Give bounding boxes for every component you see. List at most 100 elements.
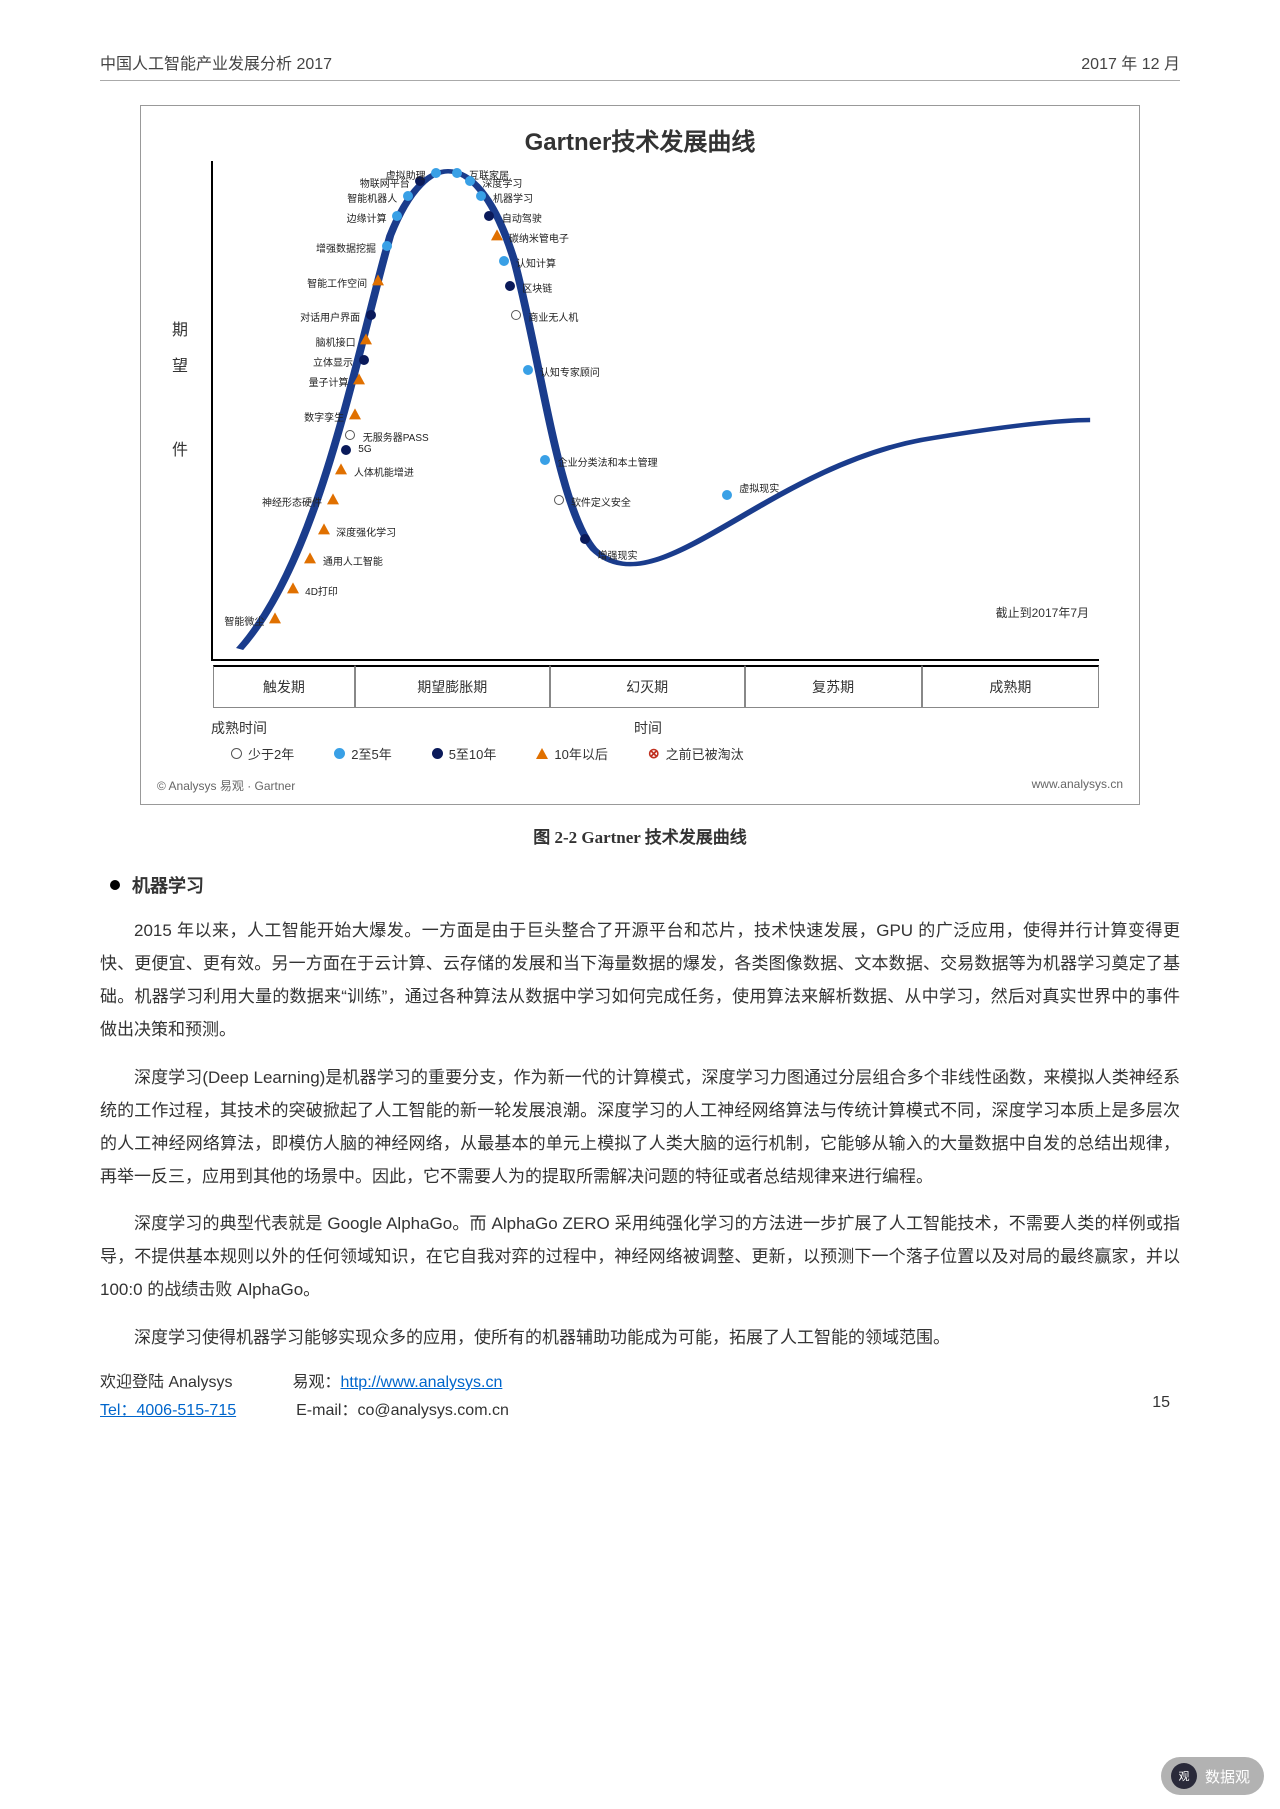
y-axis-label-2: 件 <box>165 441 189 477</box>
hype-curve <box>213 161 1099 659</box>
hype-point <box>359 355 369 365</box>
hype-point <box>465 176 475 186</box>
hype-point <box>360 334 372 345</box>
legend-marker-icon <box>432 748 443 759</box>
legend-label: 少于2年 <box>248 744 294 763</box>
hype-point-label: 无服务器PASS <box>363 429 429 444</box>
legend-row: 少于2年 2至5年 5至10年 10年以后 ⊗ 之前已被淘汰 <box>231 744 1099 763</box>
hype-point <box>392 211 402 221</box>
hype-point <box>540 455 550 465</box>
hype-point-label: 自动驾驶 <box>502 210 542 225</box>
legend-marker-icon <box>536 748 548 759</box>
hype-point-label: 认知专家顾问 <box>540 364 600 379</box>
hype-point-label: 商业无人机 <box>528 309 578 324</box>
legend-marker-icon: ⊗ <box>648 745 660 762</box>
hype-point <box>382 241 392 251</box>
watermark-avatar-icon: 观 <box>1171 1763 1197 1789</box>
legend-item: 少于2年 <box>231 744 294 763</box>
hype-point <box>372 274 384 285</box>
hype-point <box>554 495 564 505</box>
chart-title: Gartner技术发展曲线 <box>151 122 1129 157</box>
analysys-link[interactable]: http://www.analysys.cn <box>341 1374 503 1391</box>
watermark-text: 数据观 <box>1205 1766 1250 1787</box>
y-axis-label-1: 期望 <box>165 321 189 393</box>
legend-label: 2至5年 <box>351 744 391 763</box>
hype-cycle-chart: 期望 件 智能微尘4D打印通用人工智能深度强化学习神经形态硬件人体机能增进5G无… <box>211 161 1099 661</box>
hype-point-label: 虚拟现实 <box>739 480 779 495</box>
hype-point <box>366 310 376 320</box>
phase-row: 触发期期望膨胀期幻灭期复苏期成熟期 <box>211 665 1099 708</box>
hype-point-label: 增强现实 <box>598 547 638 562</box>
hype-point-label: 边缘计算 <box>347 210 387 225</box>
bullet-icon <box>110 880 120 890</box>
hype-point-label: 脑机接口 <box>316 334 356 349</box>
legend-item: 5至10年 <box>432 744 497 763</box>
hype-point <box>345 430 355 440</box>
hype-point-label: 人体机能增进 <box>354 464 414 479</box>
maturity-row: 成熟时间 时间 <box>211 718 1099 738</box>
credit-left: © Analysys 易观 · Gartner <box>157 777 295 794</box>
hype-point <box>304 553 316 564</box>
legend-marker-icon <box>231 748 242 759</box>
hype-point <box>318 523 330 534</box>
figure-credits: © Analysys 易观 · Gartner www.analysys.cn <box>151 773 1129 798</box>
hype-point-label: 4D打印 <box>305 583 338 598</box>
hype-point <box>431 168 441 178</box>
hype-point-label: 数字孪生 <box>304 409 344 424</box>
hype-point-label: 神经形态硬件 <box>262 494 322 509</box>
body-paragraph: 深度学习的典型代表就是 Google AlphaGo。而 AlphaGo ZER… <box>100 1207 1180 1306</box>
phase-cell: 幻灭期 <box>550 665 745 708</box>
figure-caption: 图 2-2 Gartner 技术发展曲线 <box>100 823 1180 848</box>
hype-point-label: 量子计算 <box>309 374 349 389</box>
hype-point <box>499 256 509 266</box>
gartner-figure: Gartner技术发展曲线 期望 件 智能微尘4D打印通用人工智能深度强化学习神… <box>140 105 1140 805</box>
watermark-badge[interactable]: 观 数据观 <box>1161 1757 1264 1795</box>
hype-point-label: 智能微尘 <box>224 613 264 628</box>
hype-point-label: 智能工作空间 <box>307 275 367 290</box>
hype-point-label: 深度强化学习 <box>336 524 396 539</box>
hype-point <box>484 211 494 221</box>
body-paragraph: 2015 年以来，人工智能开始大爆发。一方面是由于巨头整合了开源平台和芯片，技术… <box>100 914 1180 1047</box>
legend-marker-icon <box>334 748 345 759</box>
hype-point-label: 碳纳米管电子 <box>509 230 569 245</box>
hype-point <box>349 408 361 419</box>
legend-label: 10年以后 <box>554 744 607 763</box>
section-heading: 机器学习 <box>110 872 1180 898</box>
credit-right: www.analysys.cn <box>1032 777 1123 794</box>
page-header: 中国人工智能产业发展分析 2017 2017 年 12 月 <box>100 50 1180 81</box>
legend-label: 5至10年 <box>449 744 497 763</box>
hype-point-label: 机器学习 <box>493 190 533 205</box>
hype-point <box>476 191 486 201</box>
deadline-note: 截止到2017年7月 <box>996 604 1089 621</box>
hype-point <box>269 613 281 624</box>
phase-cell: 触发期 <box>213 665 355 708</box>
hype-point <box>327 493 339 504</box>
header-left: 中国人工智能产业发展分析 2017 <box>100 50 332 74</box>
hype-point <box>511 310 521 320</box>
phase-cell: 成熟期 <box>922 665 1099 708</box>
hype-point-label: 智能机器人 <box>347 190 397 205</box>
hype-point <box>335 463 347 474</box>
legend-item: 2至5年 <box>334 744 391 763</box>
footer-email: E-mail：co@analysys.com.cn <box>296 1396 509 1420</box>
hype-point-label: 立体显示 <box>313 354 353 369</box>
hype-point <box>523 365 533 375</box>
hype-point-label: 企业分类法和本土管理 <box>558 454 658 469</box>
legend-item: ⊗ 之前已被淘汰 <box>648 744 744 763</box>
phase-cell: 期望膨胀期 <box>355 665 550 708</box>
hype-point <box>341 445 351 455</box>
hype-point <box>722 490 732 500</box>
footer-tel[interactable]: Tel：4006-515-715 <box>100 1396 236 1420</box>
hype-point-label: 深度学习 <box>482 175 522 190</box>
section-heading-text: 机器学习 <box>132 872 204 898</box>
maturity-left: 成熟时间 <box>211 718 267 738</box>
phase-cell: 复苏期 <box>745 665 922 708</box>
footer-url[interactable]: 易观：http://www.analysys.cn <box>292 1368 502 1392</box>
maturity-center: 时间 <box>267 718 1029 738</box>
hype-point-label: 增强数据挖掘 <box>316 240 376 255</box>
hype-point-label: 对话用户界面 <box>300 309 360 324</box>
legend-item: 10年以后 <box>536 744 607 763</box>
page-number: 15 <box>1152 1394 1170 1412</box>
legend-label: 之前已被淘汰 <box>666 744 744 763</box>
hype-point <box>403 191 413 201</box>
